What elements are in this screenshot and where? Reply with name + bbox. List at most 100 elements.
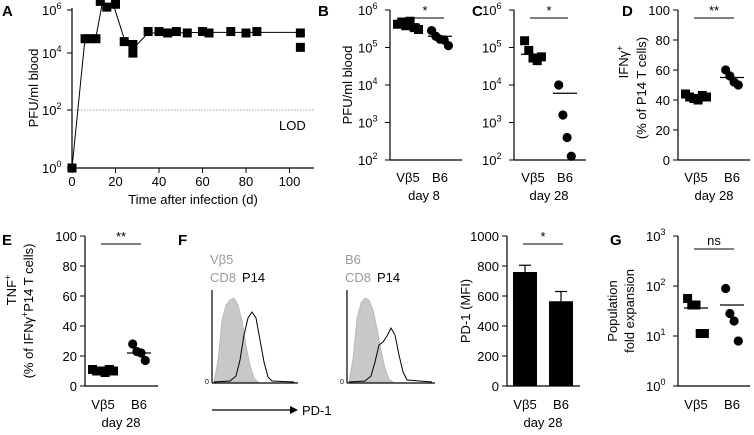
c-ytick-label: 102 xyxy=(482,151,501,168)
a-data-point xyxy=(67,163,77,173)
a-data-point xyxy=(119,37,129,47)
f-hist1-title: Vβ5 xyxy=(210,252,233,267)
g-ytick-label: 102 xyxy=(646,277,665,294)
g-ytick-label: 103 xyxy=(646,227,665,244)
f-hist2-zero: 0 xyxy=(340,379,344,386)
panel-e-label: E xyxy=(2,232,12,249)
f-bar-xtick-label: Vβ5 xyxy=(513,397,536,412)
a-lod-label: LOD xyxy=(279,118,306,133)
f-hist1-p14-line xyxy=(213,311,295,383)
c-yticks: 102 103 104 105 106 xyxy=(482,1,514,168)
panel-a: A LOD 100 102 104 106 PFU/ml blood 0 20 … xyxy=(2,0,314,207)
e-ytick-label: 20 xyxy=(63,349,77,364)
g-data-point xyxy=(733,336,743,346)
a-xtick-label: 0 xyxy=(68,174,75,189)
e-data-point xyxy=(128,339,138,349)
e-xtick-label: Vβ5 xyxy=(91,397,114,412)
c-plot-marks xyxy=(520,36,577,161)
g-data-point xyxy=(691,300,701,310)
e-sig-label: ** xyxy=(116,229,126,244)
f-bar-xtick-label: B6 xyxy=(553,397,569,412)
f-bar-marks xyxy=(513,264,573,386)
c-data-point xyxy=(566,151,576,161)
a-data-point xyxy=(102,2,112,12)
f-bar-ytick-label: 0 xyxy=(492,379,499,394)
a-xlabel: Time after infection (d) xyxy=(128,192,258,207)
a-ytick-label: 100 xyxy=(42,159,61,176)
a-xtick-label: 60 xyxy=(195,174,209,189)
a-ytick-label: 104 xyxy=(42,44,61,61)
a-xticks: 0 20 40 60 80 100 xyxy=(68,168,300,189)
panel-f: F Vβ5 CD8 P14 0 B6 CD8 P14 0 PD-1 xyxy=(178,229,580,430)
b-ytick-label: 102 xyxy=(358,151,377,168)
a-data-point xyxy=(143,27,153,37)
a-ylabel: PFU/ml blood xyxy=(26,49,41,128)
panel-b-label: B xyxy=(318,3,329,20)
e-plot-marks xyxy=(88,339,151,377)
c-data-point xyxy=(558,110,568,120)
b-xtick-label: Vβ5 xyxy=(396,170,419,185)
b-ylabel: PFU/ml blood xyxy=(340,46,355,125)
f-bar-ytick-label: 400 xyxy=(477,319,499,334)
panel-d-label: D xyxy=(622,3,633,20)
c-ytick-label: 103 xyxy=(482,114,501,131)
a-data-point xyxy=(252,27,262,37)
e-ylabel-line1: TNF+ xyxy=(3,275,19,306)
a-data-point xyxy=(241,28,251,38)
d-sig-label: ** xyxy=(709,3,719,18)
a-data-point xyxy=(226,27,236,37)
f-sig-label: * xyxy=(540,229,545,244)
a-data-point xyxy=(128,39,138,49)
d-ylabel-line2: (% of P14 T cells) xyxy=(634,37,649,139)
g-ytick-label: 101 xyxy=(646,327,665,344)
panel-e: E 0 20 40 60 80 100 TNF+ (% of IFNγ+P14 … xyxy=(2,229,158,430)
c-ytick-label: 105 xyxy=(482,39,501,56)
a-data-point xyxy=(295,42,305,52)
d-ytick-label: 20 xyxy=(656,123,670,138)
e-ytick-label: 100 xyxy=(55,229,77,244)
e-sublabel: day 28 xyxy=(101,415,140,430)
a-data-point xyxy=(295,28,305,38)
panel-c-label: C xyxy=(472,3,483,20)
panel-c: C 102 103 104 105 106 Vβ5 B6 day 28 * xyxy=(472,1,586,203)
c-xtick-label: Vβ5 xyxy=(521,170,544,185)
g-plot-marks xyxy=(683,283,744,346)
e-ylabel-line2: (% of IFNγ+P14 T cells) xyxy=(20,244,36,379)
g-ylabel-line1: Population xyxy=(605,280,620,341)
a-data-point xyxy=(204,28,214,38)
e-ytick-label: 80 xyxy=(63,259,77,274)
f-histogram-b6: B6 CD8 P14 0 xyxy=(340,252,435,386)
a-xtick-label: 40 xyxy=(152,174,166,189)
a-data-point xyxy=(171,27,181,37)
e-data-point xyxy=(140,355,150,366)
e-ytick-label: 0 xyxy=(70,379,77,394)
panel-g-label: G xyxy=(610,232,622,249)
f-hist2-p14: P14 xyxy=(377,270,400,285)
c-data-point xyxy=(524,46,534,55)
d-ytick-label: 40 xyxy=(656,93,670,108)
d-yticks: 0 20 40 60 80 100 xyxy=(648,3,678,168)
b-data-point xyxy=(443,41,453,51)
g-sig-label: ns xyxy=(707,233,721,248)
f-bar-ytick-label: 1000 xyxy=(470,229,499,244)
a-data-point xyxy=(84,34,94,44)
c-data-point xyxy=(536,52,546,62)
e-ytick-label: 40 xyxy=(63,319,77,334)
d-xtick-label: Vβ5 xyxy=(684,170,707,185)
e-ytick-label: 60 xyxy=(63,289,77,304)
b-yticks: 102 103 104 105 106 xyxy=(358,1,390,168)
b-xtick-label: B6 xyxy=(432,170,448,185)
d-ytick-label: 100 xyxy=(648,3,670,18)
f-histogram-vb5: Vβ5 CD8 P14 0 xyxy=(205,252,298,386)
a-xtick-label: 20 xyxy=(108,174,122,189)
a-data-point xyxy=(182,28,192,38)
d-data-point xyxy=(733,80,743,90)
d-sublabel: day 28 xyxy=(694,188,733,203)
g-xtick-label: Vβ5 xyxy=(684,397,707,412)
g-data-point xyxy=(699,329,709,338)
f-bar-sublabel: day 28 xyxy=(523,415,562,430)
g-ylabel-line2: fold expansion xyxy=(622,269,637,353)
f-bar-ytick-label: 200 xyxy=(477,349,499,364)
c-ytick-label: 106 xyxy=(482,1,501,18)
